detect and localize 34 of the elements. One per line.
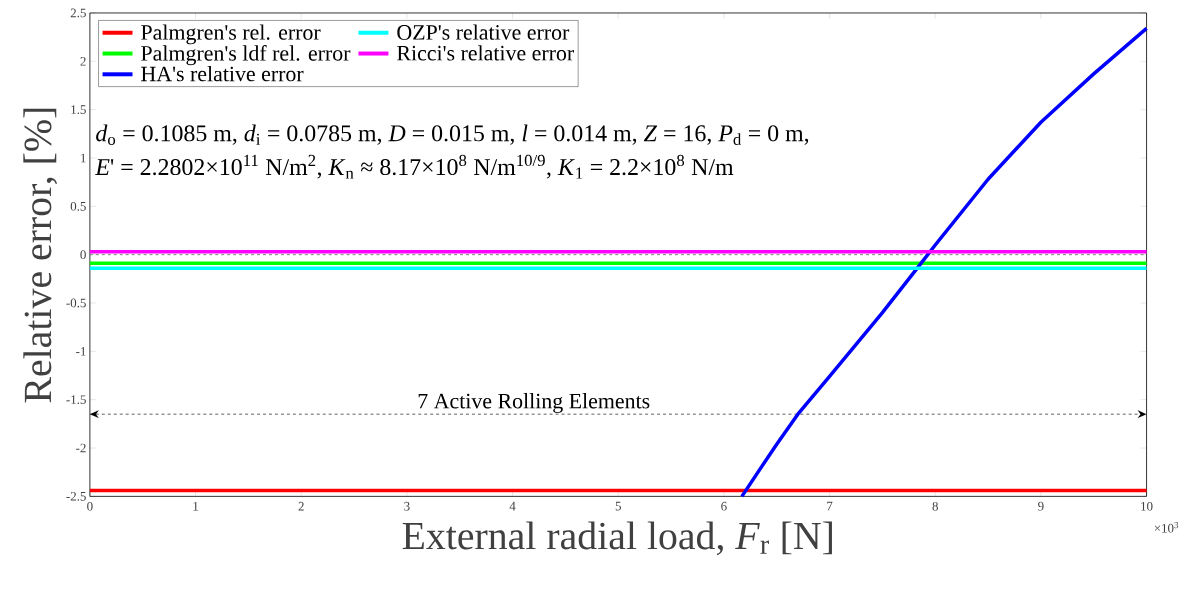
x-tick-label: 4	[509, 501, 516, 511]
legend-label: HA's relative error	[141, 65, 304, 82]
x-tick-label: 10	[1141, 501, 1153, 511]
y-tick-label: -2.5	[66, 491, 86, 501]
text: d$_{o}$ = 0.1085 m, d$_{i}$ = 0.0785 m, D = 0.015 m, l = 0.014 m, Z = 16, P$_{d}$ = 0 m,	[96, 124, 809, 145]
legend-label: Palmgren's ldf rel. error	[141, 44, 351, 66]
x-tick-label: 1	[193, 501, 199, 511]
y-tick-label: 1.5	[71, 105, 86, 114]
x-tick-label: 9	[1038, 501, 1044, 511]
text: E' = 2.2802×10$^{11}$ N/m$^{2}$, K$_{n}$ ≈ 8.17×10$^{8}$ N/m$^{10/9}$, K$_{1}$ = 2.2×10$^{8}$ N/m	[95, 154, 734, 179]
y-tick-label: 2	[80, 56, 86, 66]
legend-label: Palmgren's rel. error	[141, 24, 321, 45]
y-tick-label: 1	[81, 153, 86, 163]
x-tick-label: 2	[298, 501, 304, 511]
y-axis-title: Relative error, [%]	[23, 108, 58, 403]
ref-line-label: 7 Active Rolling Elements	[418, 392, 650, 413]
y-tick-label: 2.5	[70, 8, 86, 18]
y-tick-label: -0.5	[66, 298, 86, 308]
x-tick-label: 5	[615, 501, 621, 511]
x-tick-label: 0	[87, 501, 93, 511]
x-tick-label: 7	[827, 501, 833, 511]
y-tick-label: -2	[76, 443, 86, 453]
legend-label: Ricci's relative error	[397, 45, 575, 61]
y-tick-label: -1	[76, 346, 86, 356]
y-tick-label: 0.5	[70, 201, 86, 211]
line-series	[740, 26, 1149, 498]
y-tick-label: 0	[80, 250, 86, 259]
x-tick-label: 8	[932, 501, 938, 511]
legend-label: OZP's relative error	[397, 24, 570, 40]
x-axis-title: External radial load, F$_{r}$ [N]	[402, 521, 832, 556]
y-tick-label: -1.5	[66, 395, 86, 404]
x-tick-label: 3	[404, 501, 410, 511]
text: ×10$^{3}$	[1154, 522, 1179, 533]
x-tick-label: 6	[721, 501, 727, 511]
